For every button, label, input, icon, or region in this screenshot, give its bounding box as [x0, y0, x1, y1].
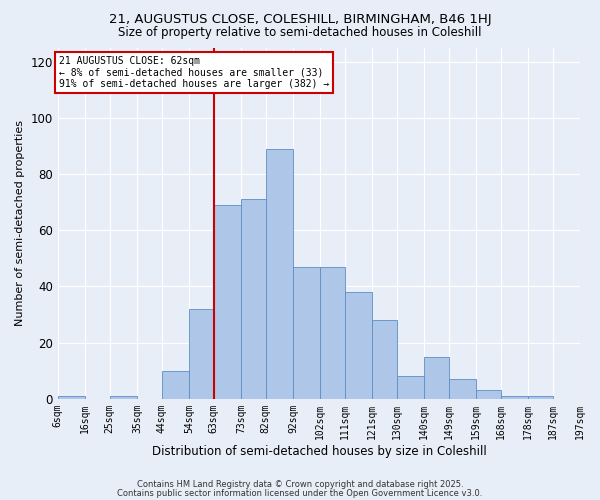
Bar [528, 396, 553, 399]
Bar [293, 266, 320, 399]
Bar [320, 266, 345, 399]
Text: 21, AUGUSTUS CLOSE, COLESHILL, BIRMINGHAM, B46 1HJ: 21, AUGUSTUS CLOSE, COLESHILL, BIRMINGHA… [109, 12, 491, 26]
Text: Contains HM Land Registry data © Crown copyright and database right 2025.: Contains HM Land Registry data © Crown c… [137, 480, 463, 489]
Bar [501, 396, 528, 399]
Bar [397, 376, 424, 399]
Bar [580, 396, 600, 399]
Text: Size of property relative to semi-detached houses in Coleshill: Size of property relative to semi-detach… [118, 26, 482, 39]
Bar [58, 396, 85, 399]
Text: Contains public sector information licensed under the Open Government Licence v3: Contains public sector information licen… [118, 489, 482, 498]
Bar [161, 370, 189, 399]
Bar [424, 356, 449, 399]
Bar [214, 205, 241, 399]
X-axis label: Distribution of semi-detached houses by size in Coleshill: Distribution of semi-detached houses by … [152, 444, 486, 458]
Bar [476, 390, 501, 399]
Y-axis label: Number of semi-detached properties: Number of semi-detached properties [15, 120, 25, 326]
Text: 21 AUGUSTUS CLOSE: 62sqm
← 8% of semi-detached houses are smaller (33)
91% of se: 21 AUGUSTUS CLOSE: 62sqm ← 8% of semi-de… [59, 56, 329, 89]
Bar [241, 200, 266, 399]
Bar [266, 148, 293, 399]
Bar [345, 292, 372, 399]
Bar [449, 379, 476, 399]
Bar [372, 320, 397, 399]
Bar [110, 396, 137, 399]
Bar [189, 309, 214, 399]
